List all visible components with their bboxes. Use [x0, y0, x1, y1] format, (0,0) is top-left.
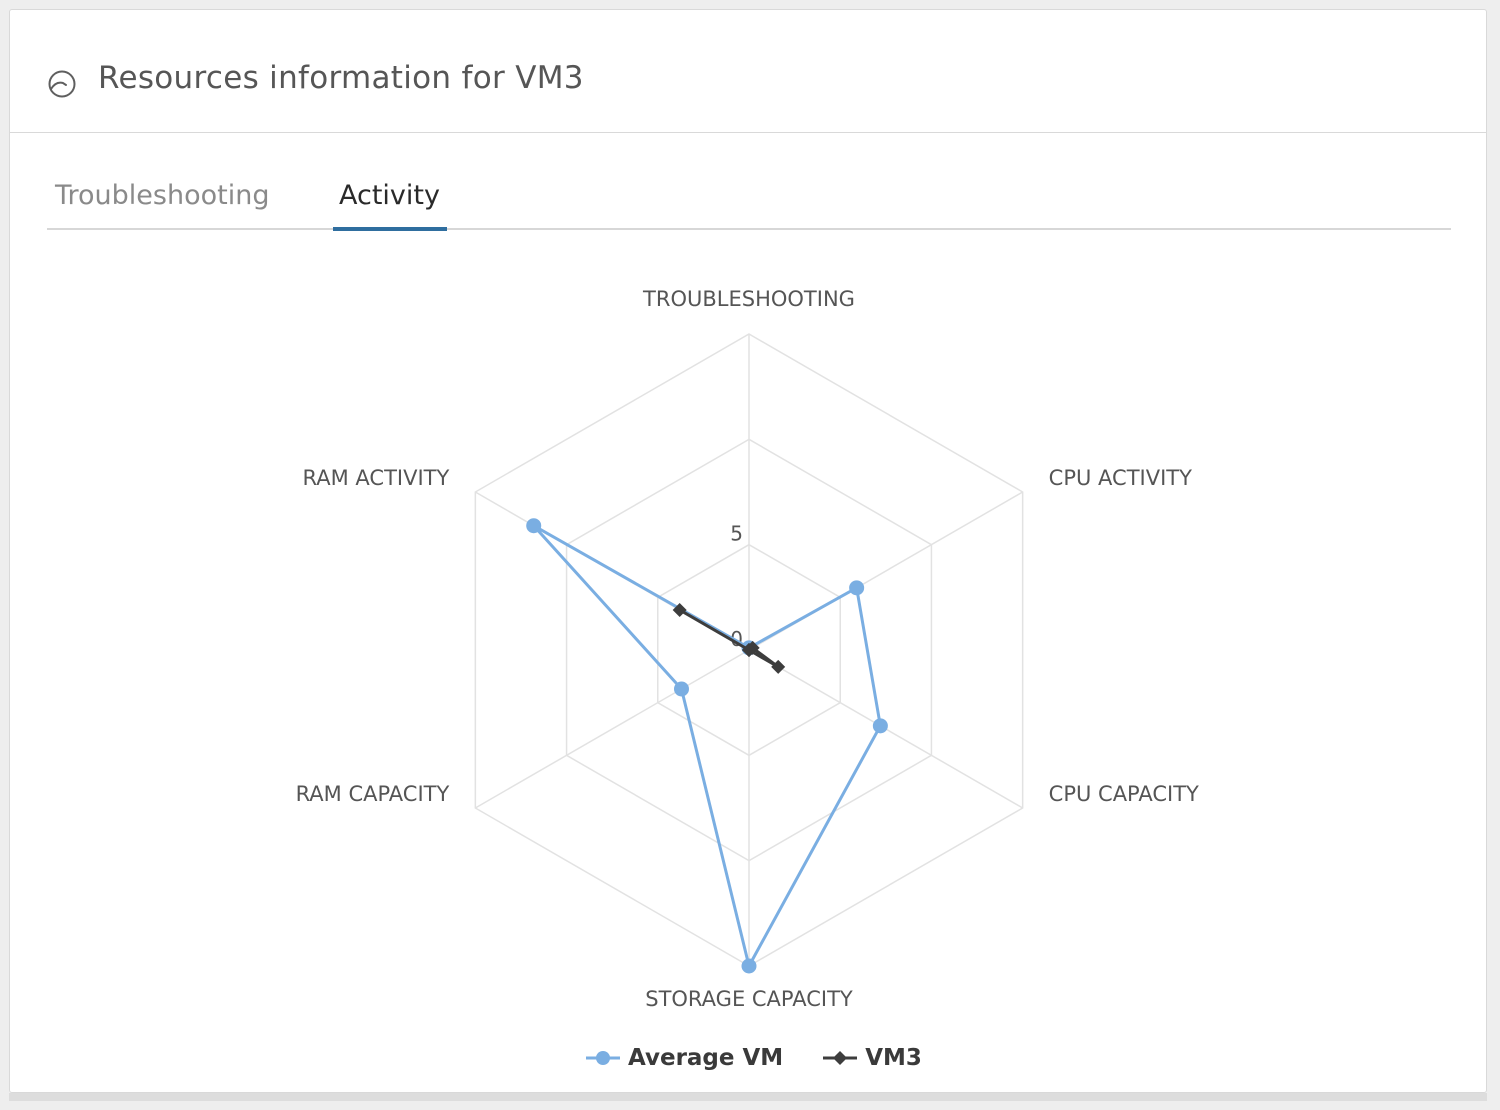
- active-tab-indicator: [333, 227, 447, 231]
- radar-axis-label: CPU CAPACITY: [1049, 782, 1199, 806]
- radar-axis-label: STORAGE CAPACITY: [645, 987, 853, 1011]
- legend-marker-circle-icon: [586, 1051, 620, 1065]
- panel-bottom-bar: [9, 1093, 1487, 1101]
- radar-point[interactable]: [526, 518, 542, 534]
- radar-point[interactable]: [741, 958, 757, 974]
- gauge-icon: [48, 70, 76, 98]
- legend-item-average-vm[interactable]: Average VM: [586, 1045, 783, 1071]
- radar-axis-label: RAM CAPACITY: [296, 782, 450, 806]
- tab-troubleshooting[interactable]: Troubleshooting: [55, 180, 270, 211]
- tab-activity[interactable]: Activity: [339, 180, 440, 211]
- legend-label-average-vm: Average VM: [628, 1045, 784, 1071]
- radar-series-line: [532, 524, 882, 968]
- radar-axis-label: RAM ACTIVITY: [303, 466, 450, 490]
- radar-tick-label: 5: [730, 522, 743, 546]
- radar-spoke: [474, 649, 750, 809]
- radar-axis-label: CPU ACTIVITY: [1049, 466, 1192, 490]
- legend-item-vm3[interactable]: VM3: [823, 1045, 922, 1071]
- chart-legend: Average VM VM3: [586, 1038, 962, 1078]
- panel-header: Resources information for VM3: [10, 10, 1486, 133]
- legend-label-vm3: VM3: [865, 1045, 922, 1071]
- legend-marker-diamond-icon: [823, 1051, 858, 1065]
- radar-point[interactable]: [872, 718, 888, 734]
- radar-axis-label: TROUBLESHOOTING: [642, 287, 855, 311]
- panel-title: Resources information for VM3: [98, 60, 584, 96]
- radar-point[interactable]: [771, 659, 786, 674]
- radar-point[interactable]: [849, 580, 865, 596]
- radar-point[interactable]: [672, 602, 687, 617]
- resources-panel: Resources information for VM3 Troublesho…: [9, 9, 1487, 1093]
- radar-point[interactable]: [673, 681, 689, 697]
- tab-bar: Troubleshooting Activity: [47, 158, 1451, 231]
- radar-point[interactable]: [742, 643, 756, 657]
